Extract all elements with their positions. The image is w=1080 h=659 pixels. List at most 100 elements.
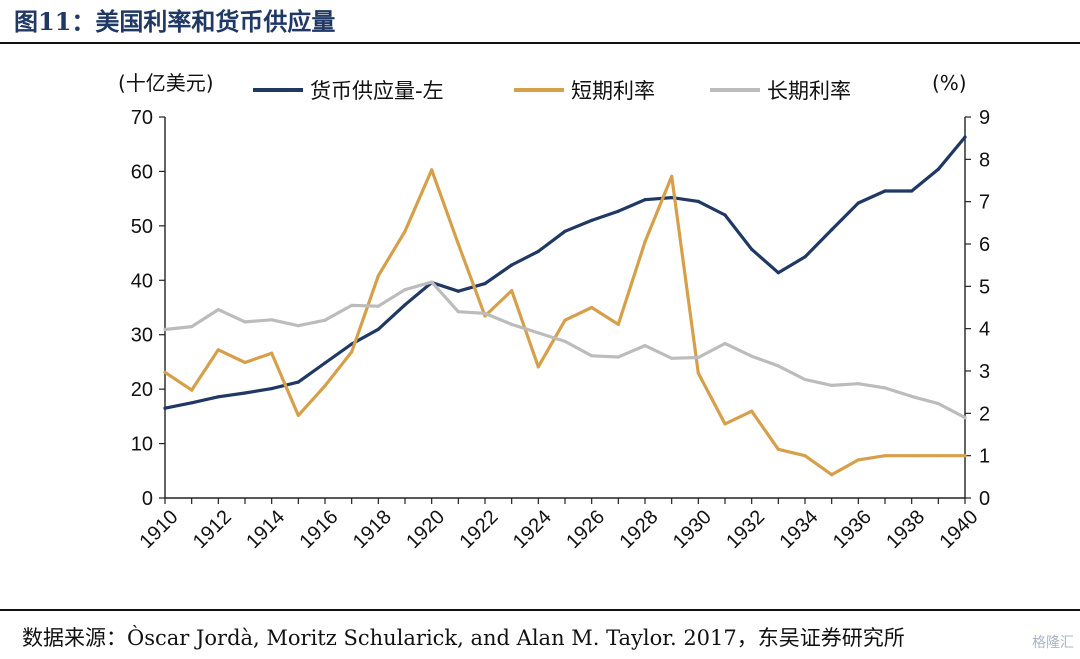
data-point xyxy=(376,327,380,331)
data-point xyxy=(456,289,460,293)
left-tick-label: 40 xyxy=(131,270,153,292)
right-tick-label: 1 xyxy=(979,446,990,468)
data-point xyxy=(883,189,887,193)
right-tick-label: 6 xyxy=(979,234,990,256)
legend-label: 长期利率 xyxy=(767,79,851,103)
data-point xyxy=(643,198,647,202)
x-tick-label: 1930 xyxy=(669,506,716,553)
data-point xyxy=(750,354,754,358)
data-point xyxy=(563,318,567,322)
data-point xyxy=(910,394,914,398)
data-point xyxy=(243,391,247,395)
data-point xyxy=(723,213,727,217)
right-tick-label: 4 xyxy=(979,319,990,341)
data-point xyxy=(563,339,567,343)
data-point xyxy=(750,247,754,251)
data-point xyxy=(430,168,434,172)
right-tick-label: 5 xyxy=(979,276,990,298)
left-tick-label: 30 xyxy=(131,325,153,347)
x-tick-label: 1914 xyxy=(242,506,289,553)
data-point xyxy=(670,356,674,360)
left-tick-label: 10 xyxy=(131,434,153,456)
data-point xyxy=(883,386,887,390)
data-point xyxy=(963,454,967,458)
data-point xyxy=(243,360,247,365)
left-tick-label: 20 xyxy=(131,379,153,401)
data-point xyxy=(296,324,300,328)
x-tick-label: 1922 xyxy=(456,506,503,553)
left-tick-label: 60 xyxy=(131,161,153,183)
right-tick-label: 2 xyxy=(979,403,990,425)
x-tick-label: 1910 xyxy=(136,506,183,553)
data-point xyxy=(696,371,700,375)
data-point xyxy=(376,274,380,278)
x-tick-label: 1928 xyxy=(616,506,663,553)
data-point xyxy=(296,413,300,417)
data-point xyxy=(616,322,620,326)
data-point xyxy=(670,174,674,178)
data-point xyxy=(403,288,407,292)
data-point xyxy=(910,189,914,193)
right-tick-label: 9 xyxy=(979,107,990,129)
x-tick-label: 1926 xyxy=(562,506,609,553)
right-tick-label: 0 xyxy=(979,488,990,510)
legend-label: 短期利率 xyxy=(571,79,655,103)
data-point xyxy=(856,458,860,462)
series-line-1 xyxy=(163,135,967,410)
source-note: 数据来源：Òscar Jordà, Moritz Schularick, and… xyxy=(22,626,905,650)
data-point xyxy=(510,263,514,267)
data-point xyxy=(883,454,887,458)
left-tick-label: 50 xyxy=(131,216,153,238)
data-point xyxy=(456,242,460,246)
left-tick-label: 70 xyxy=(131,107,153,129)
data-point xyxy=(590,218,594,222)
right-tick-label: 7 xyxy=(979,192,990,214)
data-point xyxy=(963,416,967,420)
series-line-3 xyxy=(163,280,967,420)
data-point xyxy=(776,447,780,451)
data-point xyxy=(936,454,940,458)
data-point xyxy=(403,229,407,233)
data-point xyxy=(216,348,220,352)
data-point xyxy=(296,380,300,384)
x-tick-label: 1924 xyxy=(509,506,556,553)
data-point xyxy=(430,280,434,284)
data-point xyxy=(910,454,914,458)
data-point xyxy=(323,318,327,322)
figure-title: 图11：美国利率和货币供应量 xyxy=(14,7,336,36)
data-point xyxy=(190,325,194,329)
data-point xyxy=(696,199,700,203)
data-point xyxy=(163,370,167,374)
data-point xyxy=(563,229,567,233)
x-tick-label: 1918 xyxy=(349,506,396,553)
data-point xyxy=(536,365,540,369)
data-point xyxy=(803,454,807,458)
right-tick-label: 8 xyxy=(979,149,990,171)
data-point xyxy=(830,473,834,477)
data-point xyxy=(670,196,674,200)
x-tick-label: 1934 xyxy=(776,506,823,553)
data-point xyxy=(776,364,780,368)
data-point xyxy=(483,282,487,286)
x-tick-label: 1938 xyxy=(882,506,929,553)
data-point xyxy=(510,289,514,293)
data-point xyxy=(723,341,727,346)
top-rule xyxy=(0,42,1080,44)
data-point xyxy=(803,255,807,259)
data-point xyxy=(270,351,274,355)
data-point xyxy=(456,310,460,314)
data-point xyxy=(723,422,727,426)
left-axis-unit: (十亿美元) xyxy=(118,71,214,95)
data-point xyxy=(643,344,647,348)
left-tick-label: 0 xyxy=(142,488,153,510)
data-point xyxy=(750,409,754,413)
bottom-rule xyxy=(0,609,1080,611)
data-point xyxy=(350,350,354,354)
data-point xyxy=(216,308,220,312)
data-point xyxy=(536,331,540,335)
data-point xyxy=(216,395,220,399)
data-point xyxy=(483,311,487,315)
x-tick-label: 1912 xyxy=(189,506,236,553)
watermark: 格隆汇 xyxy=(1032,635,1074,651)
data-point xyxy=(963,135,967,139)
